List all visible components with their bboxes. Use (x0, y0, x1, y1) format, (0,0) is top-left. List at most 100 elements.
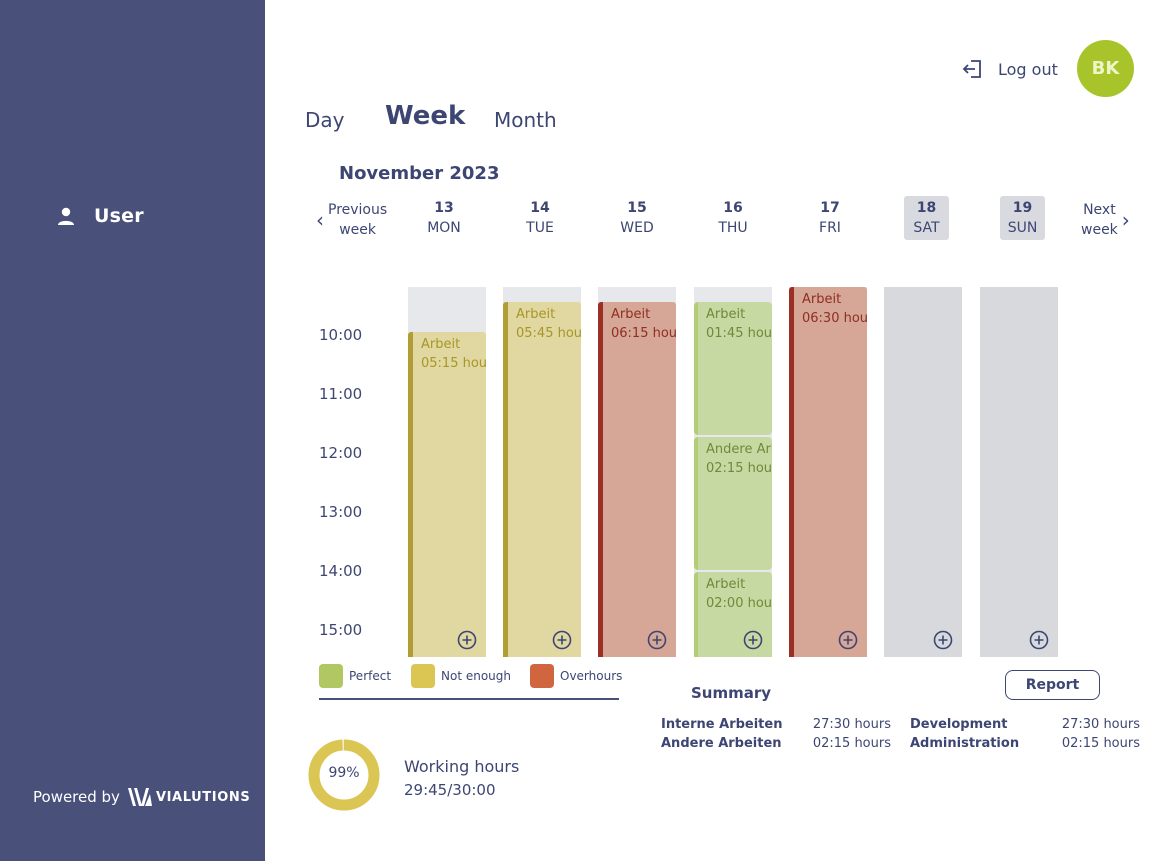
brand-name: VIALUTIONS (155, 789, 251, 805)
time-label: 15:00 (319, 621, 363, 639)
legend-swatch (411, 664, 435, 688)
time-label: 13:00 (319, 503, 363, 521)
summary-item-hours: 02:15 hours (812, 736, 891, 751)
sidebar-item-user[interactable]: User (56, 205, 144, 227)
report-button[interactable]: Report (1005, 670, 1100, 700)
time-label: 11:00 (319, 385, 363, 403)
day-name: MON (427, 220, 461, 236)
legend-label: Not enough (441, 669, 511, 683)
previous-week-button[interactable]: ‹ Previous week (312, 200, 387, 240)
event-entry[interactable]: Arbeit 02:00 hours (694, 572, 772, 657)
day-header-thu[interactable]: 16 THU (703, 196, 763, 240)
day-header-sat[interactable]: 18 SAT (904, 196, 949, 240)
day-column-fri[interactable]: Arbeit 06:30 hours (789, 287, 867, 657)
event-hours: 05:45 hours (516, 326, 581, 341)
time-label: 12:00 (319, 444, 363, 462)
tab-month[interactable]: Month (494, 108, 557, 132)
event-hours: 06:15 hours (611, 326, 676, 341)
day-number: 16 (723, 200, 743, 216)
summary-title: Summary (691, 684, 772, 702)
event-entry[interactable]: Andere Arbeiten 02:15 hours (694, 437, 772, 570)
plus-circle-icon[interactable] (933, 630, 953, 650)
day-name: TUE (526, 220, 554, 236)
event-title: Arbeit (802, 292, 842, 307)
working-hours-donut (308, 739, 380, 811)
working-hours-value: 29:45/30:00 (404, 781, 496, 799)
logout-icon (962, 60, 981, 78)
working-hours-arc (308, 739, 380, 811)
day-column-tue[interactable]: Arbeit 05:45 hours (503, 287, 581, 657)
plus-circle-icon[interactable] (1029, 630, 1049, 650)
event-entry[interactable]: Arbeit 05:15 hours (408, 332, 486, 657)
day-column-thu[interactable]: Arbeit 01:45 hours Andere Arbeiten 02:15… (694, 287, 772, 657)
event-entry[interactable]: Arbeit 05:45 hours (503, 302, 581, 657)
event-entry[interactable]: Arbeit 01:45 hours (694, 302, 772, 435)
legend-overhours: Overhours (530, 664, 622, 688)
working-hours-label: Working hours (404, 757, 520, 776)
next-week-button[interactable]: Next week › (1081, 200, 1134, 240)
logout-button[interactable]: Log out (962, 58, 1058, 80)
summary-item-hours: 27:30 hours (1061, 717, 1140, 732)
tab-day[interactable]: Day (305, 108, 345, 132)
chevron-left-icon: ‹ (316, 208, 324, 232)
event-entry[interactable]: Arbeit 06:30 hours (789, 287, 867, 657)
day-number: 17 (820, 200, 840, 216)
event-hours: 02:15 hours (706, 461, 772, 476)
day-column-sat[interactable] (884, 287, 962, 657)
legend-label: Overhours (560, 669, 623, 683)
time-label: 14:00 (319, 562, 363, 580)
vialutions-logo-icon (127, 788, 152, 806)
event-hours: 01:45 hours (706, 326, 772, 341)
plus-circle-icon[interactable] (457, 630, 477, 650)
logout-label: Log out (998, 59, 1058, 79)
day-name: SUN (1007, 220, 1038, 236)
time-label: 10:00 (319, 326, 363, 344)
event-entry[interactable]: Arbeit 06:15 hours (598, 302, 676, 657)
event-title: Andere Arbeiten (706, 442, 772, 457)
legend: Perfect Not enough Overhours (319, 664, 622, 700)
sidebar-item-label: User (94, 205, 144, 227)
day-number: 15 (627, 200, 647, 216)
legend-label: Perfect (349, 669, 392, 683)
chevron-right-icon: › (1121, 208, 1130, 232)
day-column-mon[interactable]: Arbeit 05:15 hours (408, 287, 486, 657)
event-title: Arbeit (706, 307, 746, 322)
day-header-tue[interactable]: 14 TUE (510, 196, 570, 240)
sidebar: User Powered by VIALUTIONS (0, 0, 265, 861)
summary-item-name: Interne Arbeiten (661, 717, 783, 732)
event-hours: 06:30 hours (802, 311, 867, 326)
day-name: WED (620, 220, 654, 236)
event-title: Arbeit (421, 337, 461, 352)
day-column-sun[interactable] (980, 287, 1058, 657)
day-header-mon[interactable]: 13 MON (414, 196, 474, 240)
plus-circle-icon[interactable] (552, 630, 572, 650)
day-name: THU (718, 220, 748, 236)
working-hours-percent: 99% (328, 765, 360, 781)
plus-circle-icon[interactable] (838, 630, 858, 650)
day-number: 14 (530, 200, 550, 216)
event-hours: 05:15 hours (421, 356, 486, 371)
avatar[interactable]: BK (1077, 40, 1134, 97)
day-name: SAT (913, 220, 940, 236)
plus-circle-icon[interactable] (647, 630, 667, 650)
legend-not-enough: Not enough (411, 664, 511, 688)
event-title: Arbeit (706, 577, 746, 592)
day-name: FRI (819, 220, 841, 236)
summary-item-hours: 27:30 hours (812, 717, 891, 732)
summary-item-name: Administration (910, 736, 1020, 751)
month-title: November 2023 (339, 163, 500, 184)
event-title: Arbeit (516, 307, 556, 322)
plus-circle-icon[interactable] (743, 630, 763, 650)
event-title: Arbeit (611, 307, 651, 322)
day-column-wed[interactable]: Arbeit 06:15 hours (598, 287, 676, 657)
day-header-fri[interactable]: 17 FRI (800, 196, 860, 240)
powered-by: Powered by VIALUTIONS (33, 785, 250, 809)
legend-swatch (530, 664, 554, 688)
day-header-wed[interactable]: 15 WED (607, 196, 667, 240)
prev-label-1: Previous (328, 202, 388, 218)
tab-week[interactable]: Week (385, 101, 466, 131)
user-icon (58, 207, 74, 225)
summary-item-name: Andere Arbeiten (661, 736, 782, 751)
day-header-sun[interactable]: 19 SUN (1000, 196, 1045, 240)
day-number: 19 (1012, 200, 1033, 216)
